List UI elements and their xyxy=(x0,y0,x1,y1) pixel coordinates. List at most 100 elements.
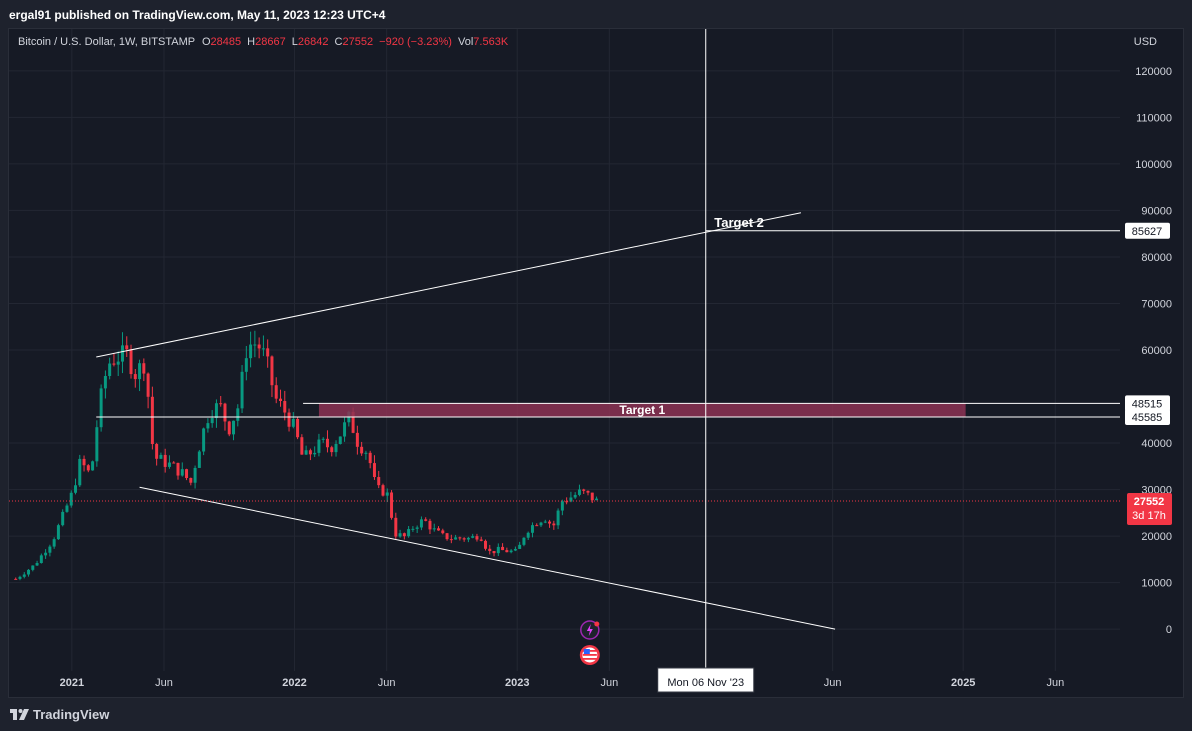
candle-body xyxy=(398,533,402,537)
candle-body xyxy=(56,525,60,540)
level-badge-label: 45585 xyxy=(1132,412,1163,424)
candle-body xyxy=(462,538,466,540)
candle-body xyxy=(560,501,564,511)
y-tick-label: 60000 xyxy=(1141,345,1172,357)
low-value: 26842 xyxy=(297,36,329,48)
candle-body xyxy=(142,363,146,374)
candle-body xyxy=(180,469,184,476)
candle-body xyxy=(556,510,560,526)
us-flag-event-icon xyxy=(579,645,600,665)
candle-body xyxy=(424,519,428,521)
candle-body xyxy=(437,528,441,531)
candle-body xyxy=(69,492,73,506)
candle-body xyxy=(415,527,419,529)
event-dot xyxy=(594,621,600,627)
candle-body xyxy=(31,565,35,570)
candle-body xyxy=(103,376,107,389)
level-badge xyxy=(1125,409,1170,426)
candle-body xyxy=(582,489,586,491)
candle-body xyxy=(91,461,95,471)
candle-body xyxy=(291,418,295,427)
x-tick-label: Jun xyxy=(1046,677,1064,689)
candle-body xyxy=(44,552,48,556)
candle-body xyxy=(351,411,355,433)
high-label: H xyxy=(247,36,256,48)
candle-body xyxy=(108,363,112,377)
publication-header: ergal91 published on TradingView.com, Ma… xyxy=(0,0,1192,28)
y-tick-label: 90000 xyxy=(1141,205,1172,217)
y-tick-label: 40000 xyxy=(1141,438,1172,450)
trend-line xyxy=(139,486,836,630)
candle-body xyxy=(402,533,406,537)
candle-body xyxy=(287,412,291,427)
candle-body xyxy=(518,544,522,549)
chart-frame[interactable] xyxy=(8,28,1184,698)
candle-body xyxy=(343,422,347,437)
candle-body xyxy=(236,408,240,421)
candle-body xyxy=(214,403,218,419)
candle-body xyxy=(279,398,282,402)
countdown-label: 3d 17h xyxy=(1132,510,1166,522)
candle-body xyxy=(325,438,329,448)
x-tick-label: Jun xyxy=(824,677,842,689)
tradingview-brand-text: TradingView xyxy=(33,707,110,722)
candle-body xyxy=(419,519,423,528)
close-label: C xyxy=(334,36,343,48)
candle-body xyxy=(368,452,372,464)
candle-body xyxy=(296,418,300,438)
candle-body xyxy=(304,450,308,455)
flag-stripe xyxy=(582,654,597,656)
candle-body xyxy=(565,501,569,503)
candle-body xyxy=(163,454,167,467)
candle-body xyxy=(193,467,197,483)
low-label: L xyxy=(291,36,298,48)
candle-body xyxy=(86,465,90,471)
candle-body xyxy=(202,428,206,452)
candle-body xyxy=(210,418,214,424)
level-badge xyxy=(1125,395,1170,412)
currency-label: USD xyxy=(1134,36,1157,48)
candle-body xyxy=(39,555,43,564)
candle-body xyxy=(441,530,445,534)
candle-body xyxy=(321,438,325,440)
symbol-legend: Bitcoin / U.S. Dollar, 1W, BITSTAMP O284… xyxy=(18,36,508,48)
candle-body xyxy=(330,447,334,453)
tradingview-logo[interactable]: TradingView xyxy=(10,707,109,722)
candle-body xyxy=(155,444,159,459)
y-tick-label: 110000 xyxy=(1136,112,1172,124)
candle-body xyxy=(133,374,137,380)
candle-body xyxy=(313,452,317,455)
candle-body xyxy=(116,361,120,365)
candle-body xyxy=(78,458,82,486)
candle-body xyxy=(125,345,129,350)
candle-body xyxy=(372,463,376,478)
target-zone-label: Target 1 xyxy=(619,403,665,417)
published-by-text: ergal91 published on TradingView.com, Ma… xyxy=(9,8,386,22)
candle-body xyxy=(189,478,193,483)
last-price-badge xyxy=(1127,492,1172,525)
candle-body xyxy=(112,363,116,365)
candle-body xyxy=(385,492,389,496)
candle-body xyxy=(543,521,547,523)
candle-body xyxy=(590,492,594,501)
high-value: 28667 xyxy=(255,36,286,48)
x-tick-label: 2025 xyxy=(951,677,975,689)
candle-body xyxy=(492,551,496,554)
candle-body xyxy=(74,485,77,493)
y-tick-label: 100000 xyxy=(1135,159,1172,171)
candle-body xyxy=(569,497,573,502)
candle-body xyxy=(428,520,432,530)
target-annotation: Target 2 xyxy=(714,215,764,230)
candle-body xyxy=(300,437,304,455)
candle-body xyxy=(496,546,500,554)
candle-body xyxy=(471,536,475,538)
candle-body xyxy=(552,523,556,526)
candle-body xyxy=(159,454,163,459)
y-tick-label: 70000 xyxy=(1141,298,1172,310)
x-tick-label: 2021 xyxy=(60,677,84,689)
x-tick-label: Jun xyxy=(155,677,173,689)
candle-body xyxy=(338,436,342,444)
symbol-title: Bitcoin / U.S. Dollar, 1W, BITSTAMP xyxy=(18,36,195,48)
volume-label: Vol xyxy=(458,36,474,48)
